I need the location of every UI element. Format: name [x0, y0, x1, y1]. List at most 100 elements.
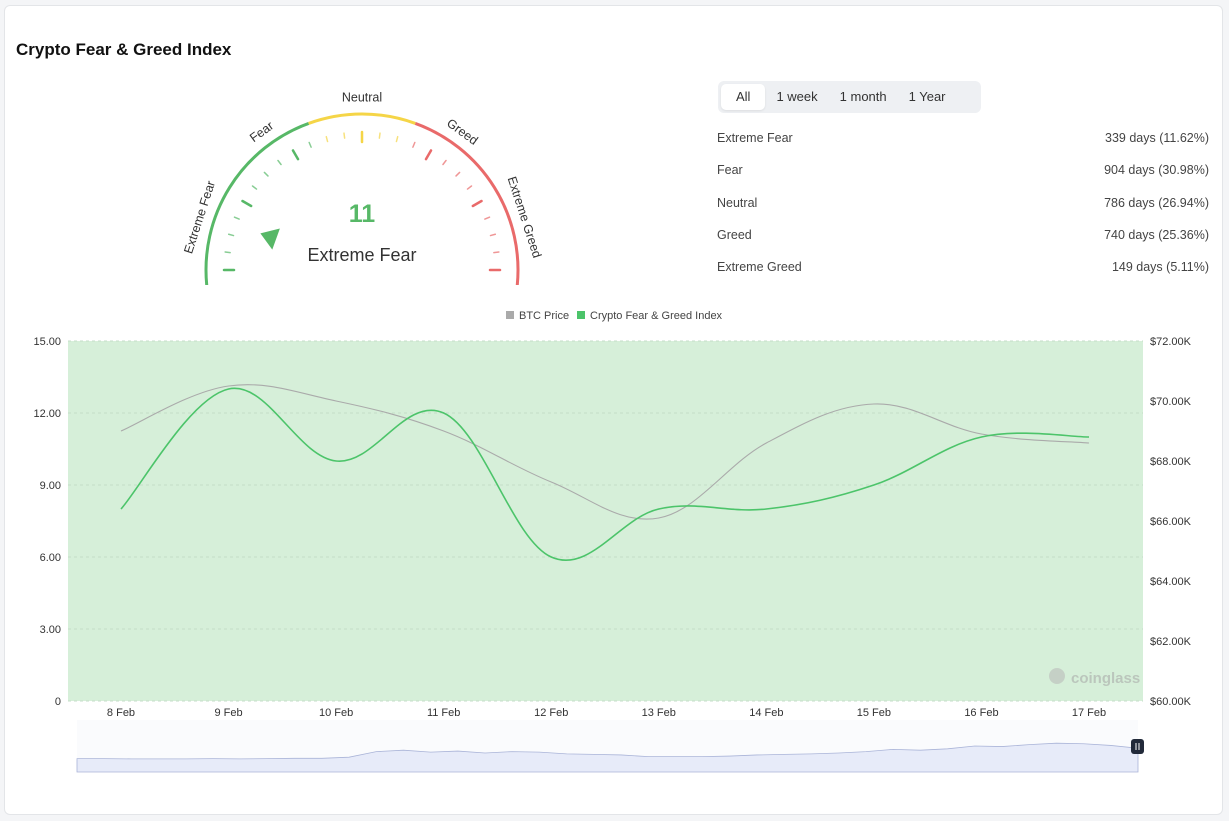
watermark-text: coinglass: [1071, 670, 1140, 687]
gauge-tick: [442, 159, 447, 166]
y-right-tick-label: $72.00K: [1150, 336, 1192, 348]
gauge-segment-label: Extreme Greed: [505, 175, 545, 260]
gauge-tick: [378, 132, 381, 139]
data-point: [335, 400, 337, 402]
y-right-tick-label: $62.00K: [1150, 636, 1192, 648]
time-range-tabs: All 1 week 1 month 1 Year: [718, 81, 981, 113]
y-left-tick-label: 3.00: [40, 624, 61, 636]
gauge-arc-segment: [308, 112, 416, 125]
data-point: [550, 481, 552, 483]
y-left-tick-label: 9.00: [40, 480, 61, 492]
gauge-tick: [263, 171, 269, 177]
tab-1-week[interactable]: 1 week: [776, 89, 818, 104]
y-left-tick-label: 12.00: [33, 408, 61, 420]
data-point: [443, 430, 445, 432]
plot-background-zone: [68, 341, 1143, 701]
stat-label: Extreme Fear: [717, 131, 793, 145]
gauge-tick: [343, 132, 346, 139]
stat-label: Fear: [717, 163, 743, 178]
data-point: [228, 388, 230, 390]
stat-value: 339 days (11.62%): [1105, 131, 1209, 145]
gauge-tick: [227, 233, 235, 237]
data-point: [120, 508, 122, 510]
stat-value: 149 days (5.11%): [1111, 260, 1209, 275]
gauge-tick: [224, 251, 231, 254]
x-tick-label: 16 Feb: [964, 707, 998, 719]
coinglass-logo-icon: [1049, 668, 1065, 684]
stat-label: Neutral: [717, 195, 758, 210]
gauge-arc-segment: [204, 121, 310, 285]
x-tick-label: 13 Feb: [642, 707, 676, 719]
coinglass-logo: coinglass: [1049, 668, 1140, 687]
y-right-tick-label: $66.00K: [1150, 516, 1192, 528]
y-left-tick-label: 0: [55, 696, 61, 708]
gauge-tick: [466, 185, 473, 190]
gauge-tick: [484, 216, 491, 220]
tab-1-month[interactable]: 1 month: [839, 89, 887, 104]
stat-value: 786 days (26.94%): [1104, 195, 1209, 210]
sentiment-stats-list: Extreme Fear 339 days (11.62%) Fear 904 …: [717, 122, 1209, 283]
gauge-tick: [424, 149, 433, 161]
gauge-tick: [308, 141, 312, 148]
fear-greed-chart: BTC Price Crypto Fear & Greed Index 15.00 1…: [33, 310, 1192, 773]
data-point: [550, 556, 552, 558]
y-right-tick-label: $64.00K: [1150, 576, 1192, 588]
x-tick-label: 11 Feb: [427, 707, 460, 719]
gauge-segment-label: Greed: [444, 116, 480, 148]
y-right-tick-label: $68.00K: [1150, 456, 1192, 468]
x-tick-label: 14 Feb: [749, 707, 783, 719]
legend-swatch: [577, 311, 585, 319]
x-tick-label: 15 Feb: [857, 707, 891, 719]
data-point: [766, 442, 768, 444]
gauge-value: 11: [349, 200, 376, 228]
legend-label: BTC Price: [519, 310, 569, 322]
data-point: [981, 436, 983, 438]
btc-price-line: [120, 384, 1090, 520]
gauge-tick: [291, 149, 300, 161]
gauge-tick: [251, 185, 258, 190]
y-left-tick-label: 6.00: [40, 552, 61, 564]
gauge-tick: [277, 159, 282, 166]
legend-swatch: [506, 311, 514, 319]
x-tick-label: 10 Feb: [319, 707, 353, 719]
data-point: [766, 508, 768, 510]
stat-row-fear: Fear 904 days (30.98%): [717, 154, 1209, 186]
legend-label: Crypto Fear & Greed Index: [590, 310, 723, 322]
data-point: [873, 484, 875, 486]
gauge-tick: [233, 216, 240, 220]
tab-1-year[interactable]: 1 Year: [908, 89, 946, 104]
data-point: [873, 403, 875, 405]
x-tick-label: 8 Feb: [107, 707, 135, 719]
gauge-tick: [471, 199, 483, 208]
navigator-handle[interactable]: [1131, 739, 1144, 754]
stat-row-extreme-greed: Extreme Greed 149 days (5.11%): [717, 251, 1209, 283]
page-title: Crypto Fear & Greed Index: [16, 40, 232, 59]
data-point: [120, 430, 122, 432]
gauge-tick: [241, 199, 253, 208]
data-point: [658, 508, 660, 510]
gauge-segment-label: Neutral: [342, 90, 382, 104]
tab-all[interactable]: All: [721, 84, 766, 110]
y-right-tick-label: $60.00K: [1150, 696, 1192, 708]
data-point: [443, 412, 445, 414]
gauge-pointer-icon: [260, 228, 280, 250]
x-tick-label: 12 Feb: [534, 707, 568, 719]
stat-label: Extreme Greed: [717, 260, 802, 275]
data-point: [1088, 436, 1090, 438]
gauge-tick: [412, 141, 416, 148]
gauge-tick: [395, 135, 399, 143]
data-point: [335, 460, 337, 462]
data-point: [658, 517, 660, 519]
gauge-segment-label: Extreme Fear: [181, 179, 218, 255]
y-left-tick-label: 15.00: [33, 336, 61, 348]
fear-greed-index-line: [120, 387, 1090, 561]
data-point: [1088, 442, 1090, 444]
navigator-area: [76, 742, 1139, 773]
stat-row-greed: Greed 740 days (25.36%): [717, 219, 1209, 251]
gauge-tick: [489, 233, 497, 237]
gauge-tick: [455, 171, 461, 177]
stat-row-neutral: Neutral 786 days (26.94%): [717, 187, 1209, 219]
stat-value: 740 days (25.36%): [1104, 227, 1209, 242]
gauge-arc-segment: [414, 121, 520, 285]
gauge-tick: [493, 251, 500, 254]
